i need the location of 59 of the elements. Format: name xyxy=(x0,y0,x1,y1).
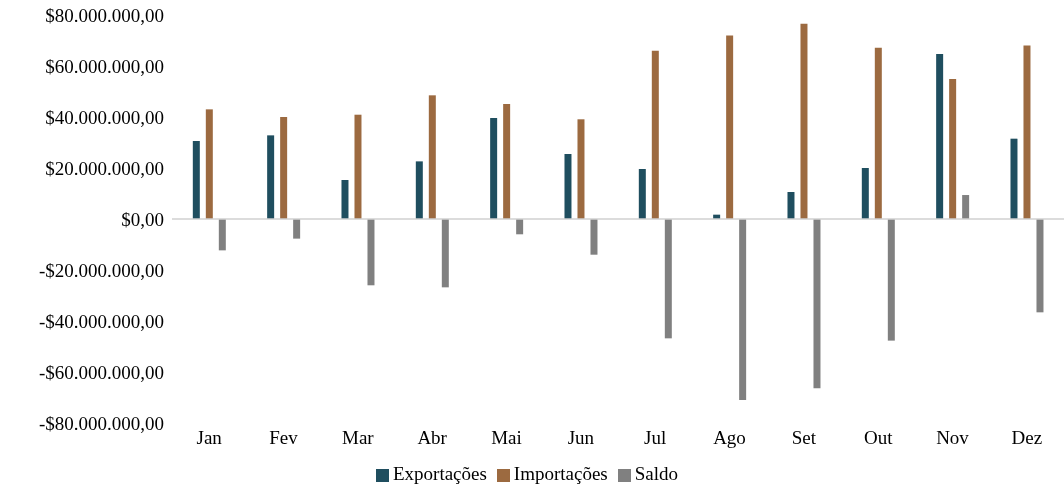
bar xyxy=(267,135,275,219)
bar xyxy=(503,104,511,219)
bar xyxy=(787,191,795,219)
legend-label: Saldo xyxy=(634,463,679,484)
x-tick-label: Dez xyxy=(1011,427,1043,449)
bar xyxy=(564,153,572,219)
bar xyxy=(205,109,213,219)
y-tick-label: -$60.000.000,00 xyxy=(38,361,164,383)
bar xyxy=(887,219,895,341)
bar xyxy=(516,219,524,235)
x-tick-label: Abr xyxy=(417,427,448,449)
bar xyxy=(861,168,869,219)
bar xyxy=(800,23,808,219)
bar xyxy=(577,119,585,219)
bar xyxy=(354,114,362,219)
x-tick-label: Jun xyxy=(567,427,595,449)
x-tick-label: Fev xyxy=(269,427,299,449)
x-tick-label: Mai xyxy=(491,427,522,449)
bar xyxy=(367,219,375,286)
y-tick-label: -$80.000.000,00 xyxy=(38,412,164,434)
bar xyxy=(813,219,821,389)
bar xyxy=(490,118,498,219)
y-tick-label: $60.000.000,00 xyxy=(45,55,164,77)
legend-label: Exportações xyxy=(392,463,487,484)
bar xyxy=(1023,45,1031,219)
bar xyxy=(1010,138,1018,219)
bar xyxy=(962,195,970,219)
bar xyxy=(415,161,423,219)
bar xyxy=(664,219,672,339)
x-tick-label: Mar xyxy=(342,427,375,449)
x-tick-label: Set xyxy=(791,427,817,449)
legend-label: Importações xyxy=(513,463,608,484)
bar xyxy=(726,35,734,219)
x-tick-label: Jul xyxy=(644,427,667,449)
bar xyxy=(441,219,449,288)
bar xyxy=(651,50,659,219)
bar xyxy=(192,140,200,219)
bar xyxy=(590,219,598,255)
y-tick-label: $20.000.000,00 xyxy=(45,157,164,179)
bar xyxy=(428,95,436,219)
y-tick-label: -$40.000.000,00 xyxy=(38,310,164,332)
y-tick-label: $40.000.000,00 xyxy=(45,106,164,128)
x-tick-label: Nov xyxy=(936,427,970,449)
x-tick-label: Jan xyxy=(196,427,223,449)
bar xyxy=(874,47,882,219)
y-tick-label: $0,00 xyxy=(121,208,164,230)
x-tick-label: Out xyxy=(863,427,894,449)
bar xyxy=(293,219,301,239)
y-tick-label: -$20.000.000,00 xyxy=(38,259,164,281)
bar xyxy=(1036,219,1044,313)
x-tick-label: Ago xyxy=(713,427,746,449)
y-tick-label: $80.000.000,00 xyxy=(45,4,164,26)
bar xyxy=(638,169,646,219)
bar xyxy=(949,79,957,219)
bar xyxy=(341,179,349,219)
bar xyxy=(739,219,747,401)
bar xyxy=(280,117,288,219)
bar xyxy=(218,219,226,251)
bar xyxy=(936,54,944,219)
